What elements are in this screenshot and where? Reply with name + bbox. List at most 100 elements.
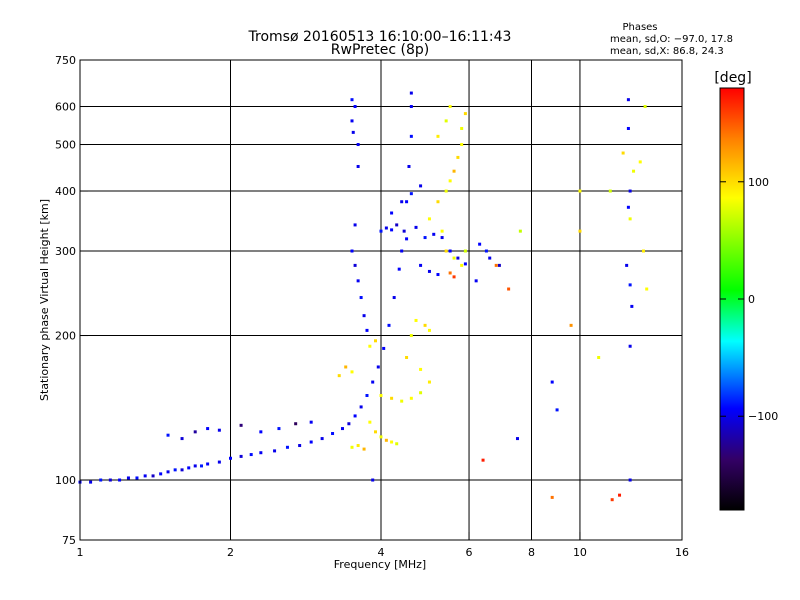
data-point <box>610 498 614 502</box>
data-point <box>427 217 431 221</box>
data-point <box>405 355 409 359</box>
data-point <box>249 453 253 457</box>
stats-line-x: mean, sd,X: 86.8, 24.3 <box>610 46 724 57</box>
data-point <box>626 126 630 130</box>
data-point <box>436 200 440 204</box>
data-point <box>239 423 243 427</box>
data-point <box>200 464 204 468</box>
colorbar-tick-label: 100 <box>748 176 769 189</box>
data-point <box>390 228 394 232</box>
data-point <box>273 449 277 453</box>
data-point <box>419 367 423 371</box>
chart-title: Tromsø 20160513 16:10:00–16:11:43 <box>248 29 512 45</box>
x-tick-label: 10 <box>573 546 587 559</box>
data-point <box>407 164 411 168</box>
data-point <box>371 380 375 384</box>
data-point <box>356 444 360 448</box>
data-point <box>374 339 378 343</box>
y-tick-label: 300 <box>55 245 76 258</box>
data-point <box>440 236 444 240</box>
data-point <box>456 256 460 260</box>
y-tick-label: 75 <box>62 534 76 547</box>
data-point <box>452 169 456 173</box>
data-point <box>409 396 413 400</box>
data-point <box>309 420 313 424</box>
data-point <box>626 98 630 102</box>
data-point <box>259 430 263 434</box>
data-point <box>460 263 464 267</box>
data-point <box>641 249 645 253</box>
data-point <box>362 447 366 451</box>
data-point <box>628 344 632 348</box>
data-point <box>108 478 112 482</box>
data-point <box>419 184 423 188</box>
data-point <box>217 428 221 432</box>
data-point <box>347 422 351 426</box>
x-tick-label: 4 <box>378 546 385 559</box>
chart-subtitle: RwPretec (8p) <box>331 42 429 58</box>
data-point <box>618 493 622 497</box>
data-point <box>166 433 170 437</box>
data-point <box>395 442 399 446</box>
data-point <box>359 296 363 300</box>
data-point <box>239 454 243 458</box>
data-point <box>331 432 335 436</box>
data-point <box>387 323 391 327</box>
data-point <box>550 380 554 384</box>
data-point <box>400 249 404 253</box>
data-point <box>337 374 341 378</box>
data-point <box>405 200 409 204</box>
data-point <box>376 365 380 369</box>
data-point <box>452 256 456 260</box>
colorbar-tick-label: −100 <box>748 410 778 423</box>
x-tick-label: 8 <box>528 546 535 559</box>
data-point <box>356 164 360 168</box>
data-point <box>384 226 388 230</box>
data-point <box>379 394 383 398</box>
data-point <box>309 440 313 444</box>
data-point <box>344 365 348 369</box>
data-point <box>193 464 197 468</box>
data-point <box>166 470 170 474</box>
data-point <box>448 105 452 109</box>
data-point <box>628 283 632 287</box>
data-point <box>628 478 632 482</box>
data-point <box>625 263 629 267</box>
y-tick-label: 200 <box>55 330 76 343</box>
data-point <box>463 112 467 116</box>
data-point <box>359 405 363 409</box>
data-point <box>350 370 354 374</box>
data-point <box>143 474 147 478</box>
data-point <box>626 205 630 209</box>
data-point <box>277 427 281 431</box>
data-point <box>351 130 355 134</box>
y-tick-label: 100 <box>55 474 76 487</box>
y-tick-label: 600 <box>55 101 76 114</box>
y-tick-label: 750 <box>55 54 76 67</box>
data-point <box>371 478 375 482</box>
data-point <box>409 134 413 138</box>
data-point <box>448 271 452 275</box>
data-point <box>382 346 386 350</box>
data-point <box>578 189 582 193</box>
data-point <box>409 105 413 109</box>
data-point <box>374 430 378 434</box>
data-point <box>436 273 440 277</box>
data-point <box>638 160 642 164</box>
stats-heading: Phases <box>622 22 657 33</box>
data-point <box>118 478 122 482</box>
data-point <box>448 179 452 183</box>
data-point <box>405 237 409 241</box>
data-point <box>518 229 522 233</box>
data-point <box>135 476 139 480</box>
data-point <box>436 134 440 138</box>
colorbar-ticks: 100 0 −100 <box>720 176 778 423</box>
data-point <box>294 422 298 426</box>
data-point <box>478 242 482 246</box>
data-point <box>392 296 396 300</box>
y-tick-label: 500 <box>55 139 76 152</box>
data-point <box>569 323 573 327</box>
data-points <box>78 91 649 502</box>
data-point <box>126 476 130 480</box>
